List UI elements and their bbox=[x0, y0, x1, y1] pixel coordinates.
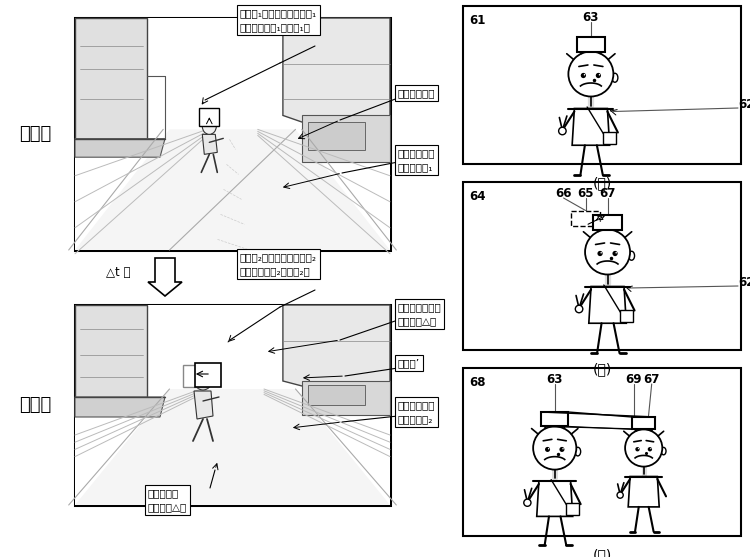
Text: （ａ）: （ａ） bbox=[19, 125, 51, 143]
Ellipse shape bbox=[612, 74, 618, 82]
Text: △t 後: △t 後 bbox=[106, 266, 130, 278]
Text: 実際に注視し
ている点Ｊ₁: 実際に注視し ている点Ｊ₁ bbox=[398, 148, 436, 172]
Circle shape bbox=[617, 492, 623, 498]
Circle shape bbox=[616, 252, 617, 253]
Text: 62: 62 bbox=[738, 97, 750, 110]
Bar bbox=[620, 310, 633, 322]
Polygon shape bbox=[302, 115, 390, 162]
Polygon shape bbox=[75, 139, 165, 157]
Circle shape bbox=[562, 448, 564, 449]
Bar bbox=[75, 18, 390, 250]
Text: 被写体動き
ベクトル△Ｏ: 被写体動き ベクトル△Ｏ bbox=[148, 488, 188, 512]
Bar bbox=[75, 18, 390, 250]
Circle shape bbox=[560, 447, 565, 452]
Text: 実際に注視し
ている点Ｊ₂: 実際に注視し ている点Ｊ₂ bbox=[398, 400, 436, 424]
Polygon shape bbox=[572, 109, 610, 145]
Circle shape bbox=[601, 252, 602, 253]
Polygon shape bbox=[75, 305, 147, 397]
Text: （ｂ）: （ｂ） bbox=[19, 396, 51, 414]
Text: 61: 61 bbox=[469, 14, 485, 27]
Bar bbox=[183, 365, 207, 387]
Circle shape bbox=[568, 51, 614, 96]
Bar bbox=[463, 182, 741, 350]
Bar bbox=[632, 417, 656, 429]
Bar bbox=[463, 368, 741, 536]
Text: (ａ): (ａ) bbox=[592, 176, 612, 190]
Ellipse shape bbox=[202, 118, 216, 134]
Text: (ｂ): (ｂ) bbox=[592, 362, 612, 376]
Circle shape bbox=[585, 229, 630, 275]
Text: 時刻ｔ₁での推定注視点Ｓ₁
：座標（Ｈｘ₁，Ｈｙ₁）: 時刻ｔ₁での推定注視点Ｓ₁ ：座標（Ｈｘ₁，Ｈｙ₁） bbox=[240, 8, 317, 32]
Polygon shape bbox=[537, 481, 573, 516]
Circle shape bbox=[545, 447, 550, 452]
Circle shape bbox=[533, 427, 576, 470]
Polygon shape bbox=[194, 391, 213, 419]
Polygon shape bbox=[75, 389, 390, 505]
Text: 時刻ｔ₂での推定注視点Ｓ₂
：座標（Ｈｘ₂，Ｈｙ₂）: 時刻ｔ₂での推定注視点Ｓ₂ ：座標（Ｈｘ₂，Ｈｙ₂） bbox=[240, 252, 317, 276]
Text: 67: 67 bbox=[644, 373, 660, 386]
Circle shape bbox=[650, 448, 652, 449]
Polygon shape bbox=[628, 477, 659, 507]
Bar bbox=[308, 123, 364, 150]
Text: 65: 65 bbox=[578, 187, 594, 200]
Circle shape bbox=[584, 74, 585, 76]
Circle shape bbox=[575, 305, 583, 312]
Ellipse shape bbox=[628, 251, 634, 260]
Text: 63: 63 bbox=[547, 373, 563, 386]
Polygon shape bbox=[75, 397, 165, 417]
Polygon shape bbox=[283, 305, 390, 409]
Polygon shape bbox=[202, 134, 217, 154]
Text: 推定注視点移動
ベクトル△Ｈ: 推定注視点移動 ベクトル△Ｈ bbox=[398, 302, 442, 326]
Text: 67: 67 bbox=[599, 187, 616, 200]
Bar bbox=[75, 305, 390, 505]
Text: ズレＺ’: ズレＺ’ bbox=[398, 358, 420, 368]
Polygon shape bbox=[75, 18, 147, 139]
Text: (ｃ): (ｃ) bbox=[592, 548, 612, 557]
Ellipse shape bbox=[575, 447, 580, 456]
Circle shape bbox=[638, 448, 639, 449]
Bar bbox=[463, 6, 741, 164]
Circle shape bbox=[559, 127, 566, 135]
Circle shape bbox=[613, 251, 618, 256]
Circle shape bbox=[635, 447, 640, 451]
Bar bbox=[603, 132, 616, 144]
Text: 68: 68 bbox=[469, 376, 485, 389]
Circle shape bbox=[625, 429, 662, 467]
Bar bbox=[577, 37, 605, 51]
Polygon shape bbox=[75, 129, 390, 250]
Text: 64: 64 bbox=[469, 190, 485, 203]
Text: 62: 62 bbox=[738, 276, 750, 289]
Circle shape bbox=[598, 251, 603, 256]
Circle shape bbox=[524, 499, 531, 506]
FancyArrow shape bbox=[148, 258, 182, 296]
Bar bbox=[308, 385, 364, 405]
Circle shape bbox=[648, 447, 652, 451]
Text: 66: 66 bbox=[555, 187, 572, 200]
Circle shape bbox=[596, 73, 601, 78]
Text: 63: 63 bbox=[583, 11, 599, 24]
Bar bbox=[75, 305, 390, 505]
Text: 69: 69 bbox=[626, 373, 642, 386]
Circle shape bbox=[598, 74, 600, 76]
Bar bbox=[195, 363, 221, 387]
Polygon shape bbox=[302, 381, 390, 415]
Bar bbox=[572, 211, 600, 226]
Polygon shape bbox=[283, 18, 390, 153]
Ellipse shape bbox=[661, 447, 666, 455]
Bar bbox=[593, 214, 622, 229]
Bar bbox=[566, 504, 579, 515]
Ellipse shape bbox=[194, 370, 212, 390]
Polygon shape bbox=[589, 286, 626, 323]
Circle shape bbox=[580, 73, 586, 78]
Bar bbox=[200, 109, 219, 126]
Bar bbox=[541, 412, 568, 427]
Circle shape bbox=[548, 448, 549, 449]
Text: ズレＺがある: ズレＺがある bbox=[398, 88, 436, 98]
